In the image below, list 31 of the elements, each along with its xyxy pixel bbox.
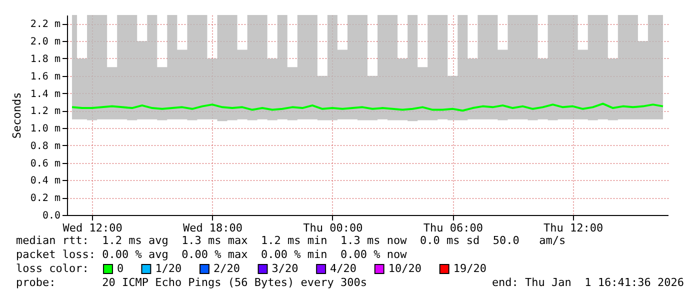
legend-label: 10/20 [388, 262, 422, 275]
legend-label: 2/20 [213, 262, 240, 275]
text: packet loss: 0.00 % avg 0.00 % max 0.00 % min 0.00 % now [16, 248, 408, 261]
y-axis-title: Seconds [10, 92, 24, 139]
y-tick-label: 1.2 m [30, 106, 60, 118]
y-tick-label: 0.0 [42, 210, 60, 222]
text: median rtt: 1.2 ms avg 1.3 ms max 1.2 ms min 1.3 ms now 0.0 ms sd 50.0 am/s [16, 234, 566, 247]
y-tick-label: 1.8 m [30, 54, 60, 65]
x-tick-label: Thu 00:00 [303, 222, 363, 234]
legend-label: 1/20 [155, 262, 182, 275]
line-series [71, 102, 664, 112]
legend-label: 19/20 [453, 262, 486, 275]
legend-label: 0 [117, 262, 124, 275]
x-tick-label: Thu 06:00 [423, 222, 483, 234]
x-tick-label: Thu 12:00 [544, 222, 604, 234]
x-tick-label: Wed 18:00 [182, 222, 243, 234]
y-tick-label: 2.2 m [30, 19, 60, 30]
y-tick-label: 0.6 m [30, 158, 60, 170]
y-tick-label: 0.4 m [30, 176, 60, 187]
x-tick-label: Wed 12:00 [62, 222, 122, 234]
y-tick-label: 0.8 m [30, 140, 60, 152]
y-tick-label: 1.6 m [30, 71, 60, 82]
text: probe: 20 ICMP Echo Pings (56 Bytes) every 300s [16, 276, 367, 289]
y-tick-label: 1.0 m [30, 124, 60, 135]
text: loss color: [16, 262, 89, 275]
y-tick-label: 0.2 m [30, 193, 60, 204]
y-tick-label: 1.4 m [30, 88, 60, 100]
legend-label: 3/20 [272, 262, 298, 275]
text: end: Thu Jan 1 16:41:36 2026 [492, 276, 684, 289]
y-tick-label: 2.0 m [30, 36, 60, 48]
legend-label: 4/20 [330, 262, 357, 275]
